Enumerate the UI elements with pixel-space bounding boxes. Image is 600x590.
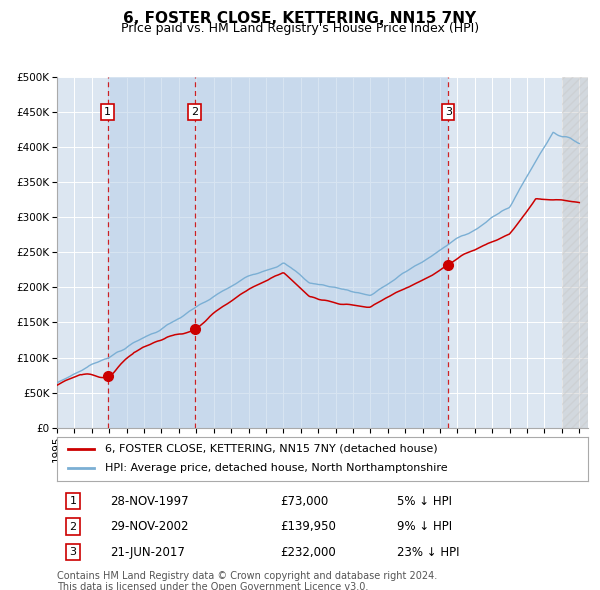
Text: 6, FOSTER CLOSE, KETTERING, NN15 7NY (detached house): 6, FOSTER CLOSE, KETTERING, NN15 7NY (de… (105, 444, 437, 454)
Text: 3: 3 (445, 107, 452, 117)
Text: 2: 2 (70, 522, 76, 532)
Text: 28-NOV-1997: 28-NOV-1997 (110, 494, 189, 507)
Text: 3: 3 (70, 547, 76, 557)
Text: 23% ↓ HPI: 23% ↓ HPI (397, 546, 460, 559)
Text: £139,950: £139,950 (280, 520, 336, 533)
Text: 1: 1 (104, 107, 111, 117)
Text: 5% ↓ HPI: 5% ↓ HPI (397, 494, 452, 507)
Text: HPI: Average price, detached house, North Northamptonshire: HPI: Average price, detached house, Nort… (105, 464, 448, 473)
Text: 1: 1 (70, 496, 76, 506)
Text: £232,000: £232,000 (280, 546, 336, 559)
Text: 2: 2 (191, 107, 198, 117)
Text: 29-NOV-2002: 29-NOV-2002 (110, 520, 188, 533)
Text: £73,000: £73,000 (280, 494, 328, 507)
Text: 6, FOSTER CLOSE, KETTERING, NN15 7NY: 6, FOSTER CLOSE, KETTERING, NN15 7NY (124, 11, 476, 25)
Bar (107, 77, 195, 428)
Bar (195, 77, 448, 428)
Bar (562, 77, 588, 428)
Text: 21-JUN-2017: 21-JUN-2017 (110, 546, 185, 559)
Text: Price paid vs. HM Land Registry's House Price Index (HPI): Price paid vs. HM Land Registry's House … (121, 22, 479, 35)
Text: Contains HM Land Registry data © Crown copyright and database right 2024.
This d: Contains HM Land Registry data © Crown c… (57, 571, 437, 590)
Text: 9% ↓ HPI: 9% ↓ HPI (397, 520, 452, 533)
